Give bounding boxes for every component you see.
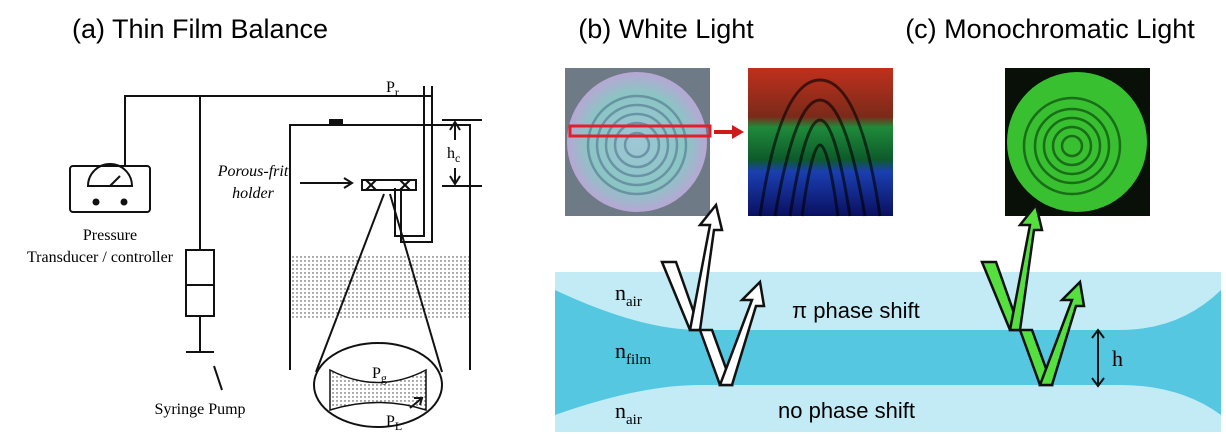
reference-pressure: Pr	[386, 79, 399, 99]
holder-label: holder	[232, 185, 275, 202]
panel-title: (b) White Light	[578, 14, 754, 44]
medium-label: nfilm	[615, 338, 651, 368]
liquid-pressure: PL	[386, 413, 402, 433]
arrow	[714, 125, 744, 139]
thickness-arrow	[1091, 328, 1105, 388]
medium-label: nair	[615, 398, 642, 428]
film-meniscus	[329, 368, 427, 412]
gas-pressure: Pg	[372, 365, 387, 385]
transducer-label: Transducer / controller	[27, 249, 174, 266]
panel-title: (c) Monochromatic Light	[905, 14, 1195, 44]
phase-label: no phase shift	[778, 398, 915, 423]
holder-label: Porous-frit	[217, 163, 289, 180]
pump-label: Syringe Pump	[154, 401, 245, 418]
monochromatic-image	[1005, 68, 1150, 216]
medium-label: nair	[615, 280, 642, 310]
panel-title: (a) Thin Film Balance	[72, 14, 328, 44]
liquid	[291, 255, 469, 320]
transducer-label: Pressure	[83, 227, 137, 244]
capillary-height: hc	[447, 145, 460, 165]
spectrum-image	[748, 68, 893, 217]
ray	[660, 202, 766, 387]
phase-label: π phase shift	[792, 298, 920, 323]
white-light-image	[565, 68, 712, 216]
ray	[980, 202, 1086, 387]
thickness-label: h	[1112, 346, 1123, 371]
